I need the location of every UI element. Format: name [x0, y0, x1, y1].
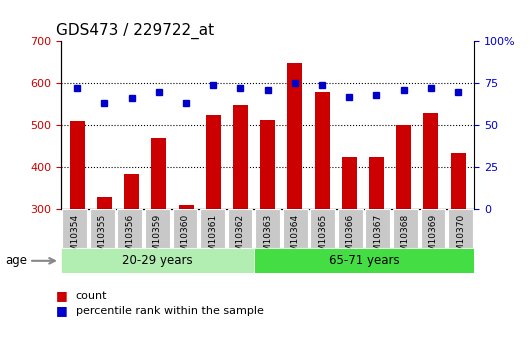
Text: GSM10366: GSM10366: [346, 214, 355, 263]
Text: GSM10370: GSM10370: [456, 214, 465, 263]
Bar: [233, 105, 248, 209]
Bar: [283, 209, 307, 248]
Bar: [206, 115, 220, 209]
Text: ■: ■: [56, 289, 67, 302]
Bar: [63, 209, 87, 248]
Bar: [338, 209, 363, 248]
Bar: [228, 209, 252, 248]
Text: percentile rank within the sample: percentile rank within the sample: [76, 306, 263, 315]
Bar: [311, 209, 335, 248]
Bar: [61, 248, 254, 273]
Bar: [260, 120, 275, 209]
Bar: [152, 138, 166, 209]
Text: ■: ■: [56, 304, 67, 317]
Bar: [393, 209, 418, 248]
Text: GSM10361: GSM10361: [208, 214, 217, 263]
Text: GSM10365: GSM10365: [319, 214, 327, 263]
Text: GDS473 / 229722_at: GDS473 / 229722_at: [56, 22, 214, 39]
Text: age: age: [5, 254, 28, 267]
Text: GSM10360: GSM10360: [181, 214, 189, 263]
Bar: [124, 174, 139, 209]
Bar: [315, 92, 330, 209]
Bar: [448, 209, 473, 248]
Bar: [369, 157, 384, 209]
Bar: [423, 113, 438, 209]
Bar: [287, 63, 302, 209]
Bar: [342, 157, 357, 209]
Bar: [173, 209, 197, 248]
Bar: [70, 121, 85, 209]
Text: count: count: [76, 291, 107, 300]
Text: GSM10354: GSM10354: [70, 214, 79, 263]
Text: GSM10367: GSM10367: [374, 214, 382, 263]
Text: GSM10356: GSM10356: [126, 214, 134, 263]
Text: 65-71 years: 65-71 years: [329, 254, 400, 267]
Bar: [200, 209, 225, 248]
Bar: [254, 248, 474, 273]
Text: GSM10364: GSM10364: [291, 214, 299, 263]
Bar: [90, 209, 114, 248]
Text: GSM10369: GSM10369: [429, 214, 437, 263]
Bar: [421, 209, 445, 248]
Text: GSM10362: GSM10362: [236, 214, 244, 263]
Bar: [145, 209, 170, 248]
Text: GSM10359: GSM10359: [153, 214, 162, 263]
Bar: [179, 205, 193, 209]
Bar: [366, 209, 390, 248]
Bar: [450, 153, 465, 209]
Text: 20-29 years: 20-29 years: [122, 254, 193, 267]
Bar: [97, 197, 112, 209]
Bar: [396, 125, 411, 209]
Text: GSM10355: GSM10355: [98, 214, 107, 263]
Text: GSM10363: GSM10363: [263, 214, 272, 263]
Bar: [118, 209, 142, 248]
Text: GSM10368: GSM10368: [401, 214, 410, 263]
Bar: [255, 209, 280, 248]
